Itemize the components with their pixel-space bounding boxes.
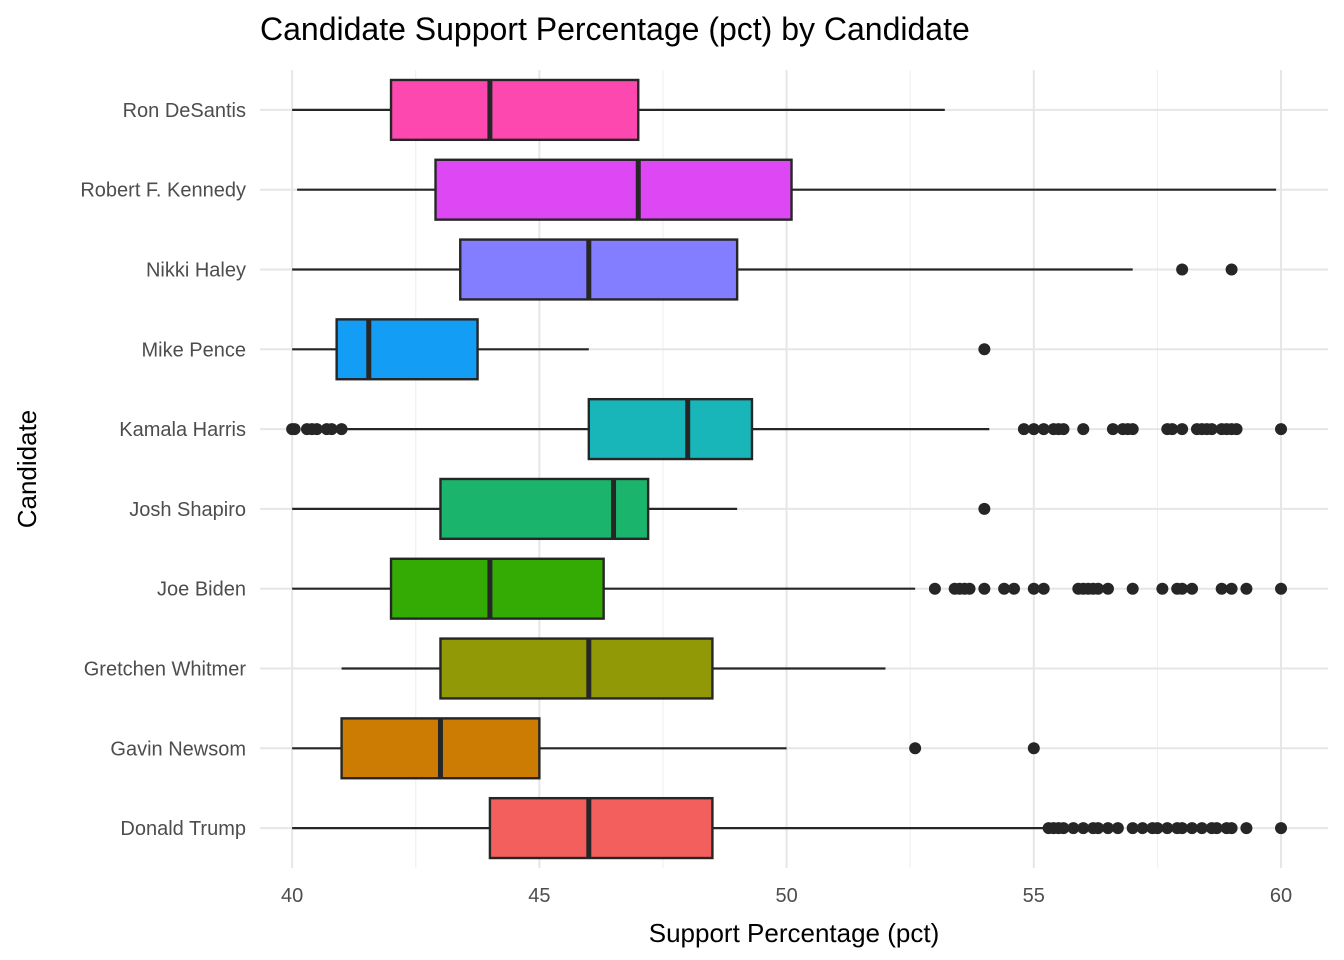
outlier-point <box>1037 582 1050 595</box>
outlier-point <box>1225 582 1238 595</box>
outlier-point <box>1176 263 1189 276</box>
outlier-point <box>1161 822 1174 835</box>
outlier-point <box>1240 822 1253 835</box>
chart-title: Candidate Support Percentage (pct) by Ca… <box>260 11 970 47</box>
outlier-point <box>1126 582 1139 595</box>
y-tick-label: Nikki Haley <box>146 260 246 282</box>
outlier-point <box>1111 822 1124 835</box>
x-tick-label: 60 <box>1270 885 1292 907</box>
box-gretchen-whitmer <box>341 637 886 700</box>
x-tick-label: 55 <box>1023 885 1045 907</box>
outlier-point <box>978 582 991 595</box>
outlier-point <box>1225 263 1238 276</box>
y-tick-label: Joe Biden <box>157 579 246 601</box>
outlier-point <box>1092 822 1105 835</box>
outlier-point <box>1151 822 1164 835</box>
x-tick-label: 45 <box>528 885 550 907</box>
y-tick-label: Kamala Harris <box>119 419 246 441</box>
y-axis-title: Candidate <box>12 410 42 529</box>
y-tick-label: Gavin Newsom <box>110 738 246 760</box>
outlier-point <box>1195 822 1208 835</box>
outlier-point <box>1126 423 1139 436</box>
outlier-point <box>1037 423 1050 436</box>
y-tick-label: Robert F. Kennedy <box>80 180 246 202</box>
outlier-point <box>1027 423 1040 436</box>
y-tick-label: Josh Shapiro <box>129 499 246 521</box>
outlier-point <box>1106 423 1119 436</box>
box-joe-biden <box>292 557 1288 620</box>
iqr-box <box>459 238 739 301</box>
outlier-point <box>1205 423 1218 436</box>
iqr-box <box>389 78 640 142</box>
outlier-point <box>335 423 348 436</box>
outlier-point <box>1067 822 1080 835</box>
outlier-point <box>1230 423 1243 436</box>
box-ron-desantis <box>292 78 945 142</box>
iqr-box <box>488 796 714 860</box>
boxes <box>286 78 1288 860</box>
outlier-point <box>963 582 976 595</box>
outlier-point <box>1101 822 1114 835</box>
outlier-point <box>998 582 1011 595</box>
outlier-point <box>1077 822 1090 835</box>
y-tick-label: Gretchen Whitmer <box>84 659 247 681</box>
outlier-point <box>1176 822 1189 835</box>
outlier-point <box>1166 423 1179 436</box>
y-axis-ticks: Donald Trump Gavin Newsom Gretchen Whitmer… <box>80 100 246 840</box>
outlier-point <box>1092 582 1105 595</box>
outlier-point <box>1176 423 1189 436</box>
x-axis-title: Support Percentage (pct) <box>649 918 940 948</box>
y-tick-label: Ron DeSantis <box>123 100 246 122</box>
outlier-point <box>1275 822 1288 835</box>
outlier-point <box>1027 582 1040 595</box>
outlier-point <box>310 423 323 436</box>
outlier-point <box>909 742 922 755</box>
iqr-box <box>335 318 479 381</box>
box-robert-f-kennedy <box>297 158 1277 221</box>
y-tick-label: Donald Trump <box>120 818 246 840</box>
x-tick-label: 50 <box>775 885 797 907</box>
outlier-point <box>978 502 991 515</box>
outlier-point <box>1057 822 1070 835</box>
x-tick-label: 40 <box>281 885 303 907</box>
outlier-point <box>1008 582 1021 595</box>
iqr-box <box>587 397 754 461</box>
outlier-point <box>1057 423 1070 436</box>
outlier-point <box>1275 582 1288 595</box>
outlier-point <box>1225 822 1238 835</box>
box-donald-trump <box>292 796 1288 860</box>
box-gavin-newsom <box>292 717 1040 780</box>
outlier-point <box>288 423 301 436</box>
outlier-point <box>1186 822 1199 835</box>
outlier-point <box>1186 582 1199 595</box>
outlier-point <box>1240 582 1253 595</box>
iqr-box <box>434 158 793 221</box>
outlier-point <box>1027 742 1040 755</box>
iqr-box <box>389 557 605 620</box>
box-nikki-haley <box>292 238 1238 301</box>
box-kamala-harris <box>286 397 1288 461</box>
box-mike-pence <box>292 318 991 381</box>
outlier-point <box>1101 582 1114 595</box>
outlier-point <box>1176 582 1189 595</box>
box-josh-shapiro <box>292 477 991 541</box>
outlier-point <box>1136 822 1149 835</box>
outlier-point <box>928 582 941 595</box>
iqr-box <box>439 477 650 541</box>
y-tick-label: Mike Pence <box>142 339 247 361</box>
outlier-point <box>1215 582 1228 595</box>
iqr-box <box>439 637 714 700</box>
outlier-point <box>1275 423 1288 436</box>
outlier-point <box>1156 582 1169 595</box>
outlier-point <box>1210 822 1223 835</box>
x-axis-ticks: 40 45 50 55 60 <box>281 885 1292 907</box>
outlier-point <box>325 423 338 436</box>
outlier-point <box>1126 822 1139 835</box>
outlier-point <box>1017 423 1030 436</box>
outlier-point <box>978 343 991 356</box>
outlier-point <box>1077 423 1090 436</box>
